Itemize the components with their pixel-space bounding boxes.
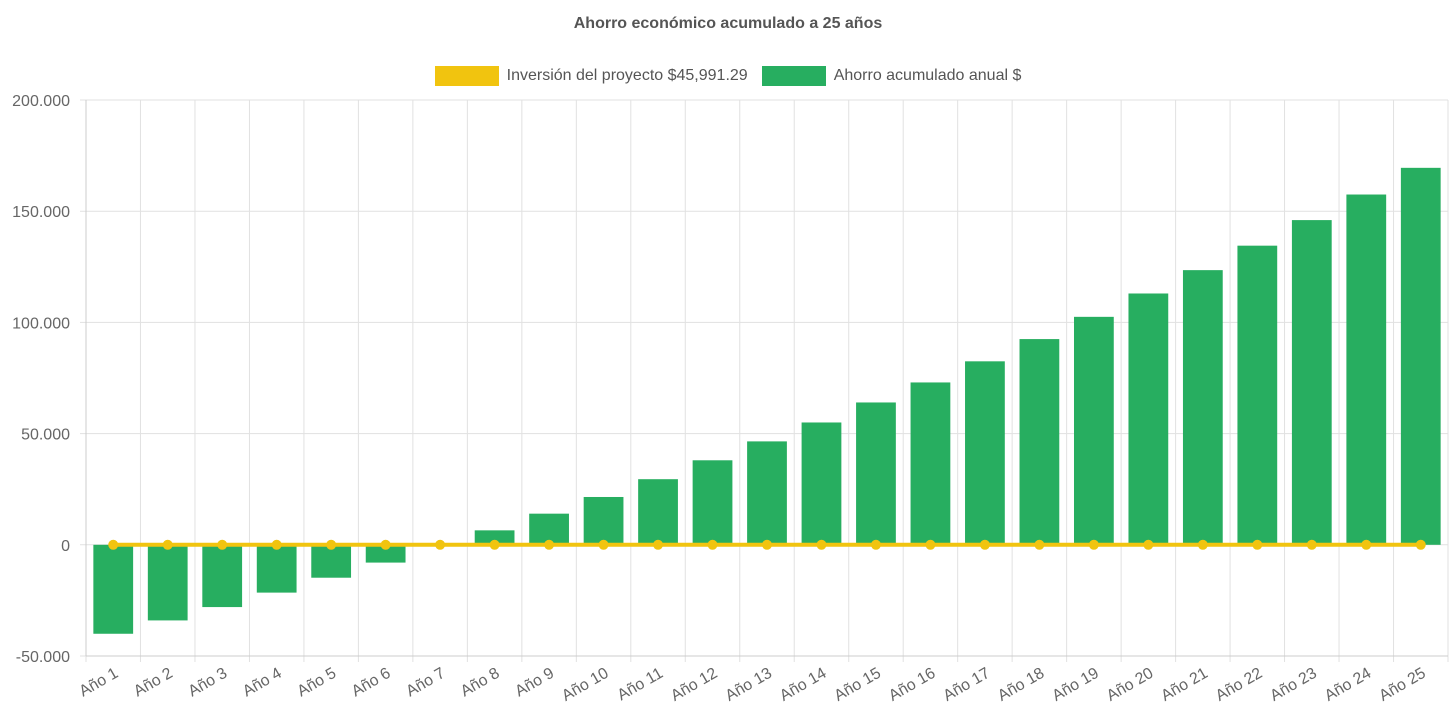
investment-point [108, 539, 119, 550]
x-tick-label: Año 5 [294, 665, 339, 701]
bar [474, 530, 515, 545]
bar [856, 402, 896, 545]
y-tick-label: 0 [61, 538, 70, 555]
x-tick-label: Año 11 [615, 665, 666, 705]
bar [638, 479, 678, 545]
x-tick-label: Año 16 [886, 665, 939, 705]
investment-point [217, 539, 228, 550]
x-tick-label: Año 21 [1158, 665, 1211, 705]
legend-item-savings[interactable]: Ahorro acumulado anual $ [761, 66, 1022, 86]
investment-point [1306, 539, 1317, 550]
x-tick-label: Año 19 [1049, 665, 1102, 705]
investment-point [326, 539, 337, 550]
x-tick-label: Año 18 [995, 665, 1048, 705]
investment-point [870, 539, 881, 550]
x-tick-label: Año 20 [1104, 665, 1157, 705]
investment-point [707, 539, 718, 550]
investment-point [653, 539, 664, 550]
legend-swatch-savings [761, 66, 826, 86]
investment-point [380, 539, 391, 550]
investment-point [598, 539, 609, 550]
investment-point [1415, 539, 1426, 550]
bar [910, 382, 951, 545]
legend-label-savings: Ahorro acumulado anual $ [833, 67, 1022, 84]
x-tick-label: Año 4 [240, 665, 285, 701]
legend-swatch-investment [434, 66, 499, 86]
x-tick-label: Año 23 [1267, 665, 1320, 705]
y-tick-label: -50.000 [16, 649, 70, 666]
x-tick-label: Año 13 [723, 665, 776, 705]
bar [529, 513, 569, 545]
investment-point [1197, 539, 1208, 550]
investment-point [1361, 539, 1372, 550]
x-tick-label: Año 8 [458, 665, 503, 701]
legend-item-investment[interactable]: Inversión del proyecto $45,991.29 [434, 66, 748, 86]
bar [1128, 293, 1169, 545]
x-tick-label: Año 15 [832, 665, 885, 705]
x-tick-label: Año 6 [349, 665, 394, 701]
bar [256, 544, 297, 593]
y-tick-label: 50.000 [21, 427, 70, 444]
bar [147, 544, 188, 621]
bar [583, 496, 624, 545]
x-tick-label: Año 7 [403, 665, 448, 701]
bar [1291, 220, 1332, 545]
bar [1400, 167, 1441, 545]
investment-point [979, 539, 990, 550]
x-tick-label: Año 22 [1213, 665, 1266, 705]
y-tick-label: 150.000 [12, 204, 70, 221]
bar [692, 460, 733, 545]
investment-point [162, 539, 173, 550]
bar [1073, 316, 1114, 545]
investment-point [489, 539, 500, 550]
investment-point [271, 539, 282, 550]
x-tick-label: Año 10 [559, 665, 612, 705]
legend-label-investment: Inversión del proyecto $45,991.29 [506, 67, 748, 84]
x-tick-label: Año 25 [1376, 665, 1429, 705]
x-tick-label: Año 12 [668, 665, 721, 705]
bar [202, 544, 243, 608]
x-tick-label: Año 9 [512, 665, 557, 701]
bar [747, 441, 787, 545]
investment-point [1252, 539, 1263, 550]
x-tick-label: Año 1 [77, 665, 122, 701]
bar [965, 361, 1005, 545]
investment-point [1034, 539, 1045, 550]
bar [1182, 270, 1223, 545]
bar [1019, 339, 1060, 545]
investment-point [925, 539, 936, 550]
bar [1346, 194, 1387, 545]
investment-point [544, 539, 555, 550]
investment-point [816, 539, 827, 550]
y-tick-label: 200.000 [12, 93, 70, 110]
bar [365, 544, 406, 563]
chart-title: Ahorro económico acumulado a 25 años [573, 15, 883, 32]
legend: Inversión del proyecto $45,991.29 Ahorro… [0, 64, 1456, 88]
x-tick-label: Año 2 [131, 665, 176, 701]
x-tick-label: Año 24 [1322, 665, 1375, 705]
bar [801, 422, 842, 545]
bar [93, 544, 134, 634]
bar [1237, 245, 1278, 545]
investment-point [762, 539, 772, 550]
investment-point [1088, 539, 1099, 550]
x-tick-label: Año 14 [777, 665, 830, 705]
x-tick-label: Año 17 [940, 665, 993, 705]
investment-point [1143, 539, 1154, 550]
x-tick-label: Año 3 [185, 665, 230, 701]
y-tick-label: 100.000 [12, 315, 70, 332]
bar [311, 544, 352, 578]
investment-point [435, 539, 446, 550]
